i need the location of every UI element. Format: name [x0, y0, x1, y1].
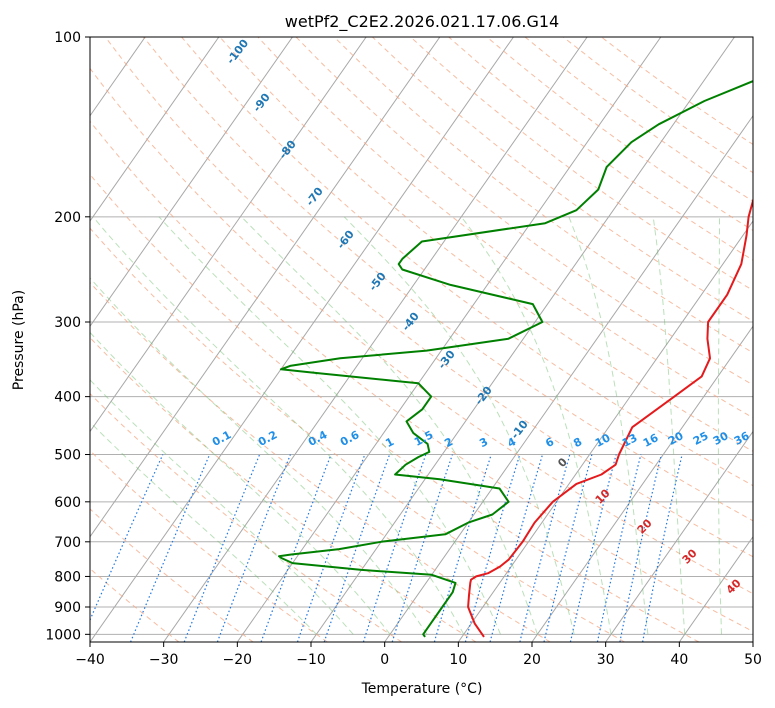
mixing-ratio-line — [391, 454, 453, 642]
mixing-ratio-label: 25 — [691, 429, 711, 448]
y-axis: 100 200 300 400 500 600 700 800 900 1000 — [45, 30, 90, 643]
x-tick-label: 10 — [449, 652, 467, 668]
x-tick-label: −10 — [296, 652, 326, 668]
mixing-ratio-line — [323, 454, 391, 642]
y-tick-label: 200 — [54, 210, 81, 226]
moist-adiabat — [460, 216, 612, 635]
dry-adiabat — [90, 336, 477, 642]
isotherm-line — [752, 641, 753, 642]
dewpoint-profile — [278, 80, 753, 638]
y-tick-label: 500 — [54, 448, 81, 464]
mixing-ratio-line — [130, 454, 211, 642]
moist-adiabat — [652, 216, 686, 635]
isotherm-line — [90, 37, 441, 538]
mixing-ratio-label: 20 — [666, 429, 686, 448]
mixing-ratio-line — [362, 454, 427, 642]
mixing-ratio-line — [216, 454, 291, 642]
mixing-ratio-line — [296, 454, 366, 642]
mixing-ratio-label: 30 — [711, 429, 731, 448]
mixing-ratio-label: 13 — [620, 431, 640, 450]
dry-adiabat — [90, 281, 551, 642]
mixing-ratio-line — [260, 454, 332, 642]
temperature-profile — [467, 196, 753, 638]
moist-adiabat — [90, 277, 428, 635]
moist-adiabat — [241, 216, 538, 635]
plot-area — [90, 37, 753, 642]
mixing-ratio-line — [569, 454, 617, 642]
dry-adiabat — [257, 37, 753, 419]
x-axis-title: Temperature (°C) — [361, 681, 483, 697]
isotherm-line — [90, 37, 220, 222]
x-tick-label: 50 — [744, 652, 762, 668]
y-tick-label: 300 — [54, 315, 81, 331]
x-tick-label: −40 — [75, 652, 105, 668]
mixing-ratio-label: 10 — [593, 431, 613, 450]
y-tick-label: 700 — [54, 535, 81, 551]
mixing-ratio-line — [596, 454, 642, 642]
isotherm-line — [678, 535, 753, 642]
x-axis: −40 −30 −20 −10 0 10 20 30 40 50 — [75, 642, 762, 668]
x-tick-label: 0 — [380, 652, 389, 668]
dry-adiabat — [372, 37, 753, 322]
plot-frame — [89, 36, 754, 643]
y-tick-label: 1000 — [45, 627, 81, 643]
isotherm-line — [457, 220, 753, 642]
mixing-ratio-line — [642, 454, 683, 642]
isotherm-line — [90, 37, 514, 642]
chart-title: wetPf2_C2E2.2026.021.17.06.G14 — [285, 12, 559, 32]
isotherm-line — [90, 37, 367, 433]
moist-adiabat — [568, 216, 649, 635]
isotherm-line — [605, 430, 753, 642]
y-tick-label: 800 — [54, 569, 81, 585]
dry-adiabat — [90, 173, 700, 642]
dry-adiabat — [90, 120, 753, 633]
isotherm-line — [90, 37, 293, 328]
y-tick-label: 900 — [54, 600, 81, 616]
x-tick-label: 40 — [670, 652, 688, 668]
mixing-ratio-line — [433, 454, 492, 642]
y-tick-label: 100 — [54, 30, 81, 46]
y-tick-label: 400 — [54, 390, 81, 406]
isotherm-line — [384, 114, 753, 642]
dry-adiabat — [143, 37, 753, 522]
mixing-ratio-label: 36 — [732, 429, 752, 448]
mixing-ratio-line — [489, 454, 544, 642]
mixing-ratio-label: 16 — [641, 431, 661, 450]
moist-adiabat — [90, 379, 354, 635]
isotherm-line — [163, 37, 588, 642]
x-tick-label: 30 — [597, 652, 615, 668]
isotherm-line — [531, 325, 753, 642]
moist-adiabat — [90, 421, 317, 635]
dry-adiabat — [90, 450, 328, 642]
y-tick-label: 600 — [54, 495, 81, 511]
mixing-ratio-line — [619, 454, 662, 642]
dry-adiabat — [90, 67, 753, 595]
moist-adiabat — [90, 331, 391, 635]
x-tick-label: −20 — [223, 652, 253, 668]
mixing-ratio-line — [183, 454, 261, 642]
x-tick-label: 20 — [523, 652, 541, 668]
isotherm-line — [236, 37, 662, 642]
moist-adiabat — [158, 216, 501, 635]
y-axis-title: Pressure (hPa) — [11, 290, 27, 390]
x-tick-label: −30 — [149, 652, 179, 668]
dry-adiabat — [295, 37, 753, 386]
dry-adiabat — [90, 567, 180, 642]
moist-adiabat — [717, 216, 722, 635]
series-layer — [278, 80, 753, 638]
